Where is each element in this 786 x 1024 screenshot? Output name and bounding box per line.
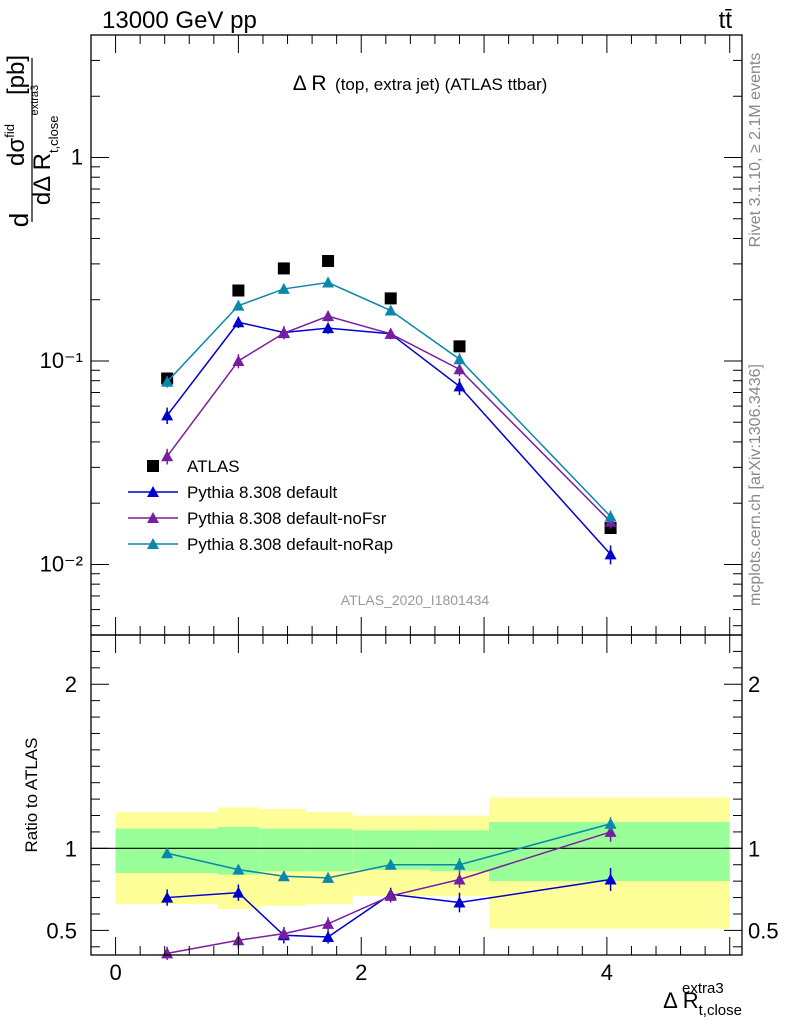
pythia-8-308-default-nofsr-point xyxy=(277,327,290,339)
legend-entry: Pythia 8.308 default xyxy=(187,483,338,502)
pythia-8-308-default-norap-ratio-point xyxy=(604,817,617,829)
ratio-ticks: 0.5 0.5 1 1 2 2 0 2 4 xyxy=(46,634,779,985)
main-series xyxy=(161,254,617,565)
pythia-8-308-default-norap-point xyxy=(322,276,335,288)
ratio-y-tick-label: 0.5 xyxy=(46,918,77,943)
y-tick-label: 1 xyxy=(71,145,83,170)
pythia-8-308-default-norap-point xyxy=(604,510,617,522)
pythia-8-308-default-point xyxy=(232,316,245,328)
pythia-8-308-default-nofsr-ratio-point xyxy=(604,825,617,837)
ratio-series xyxy=(161,817,617,960)
y-tick-label: 10⁻² xyxy=(40,551,83,576)
atlas-data-point xyxy=(384,292,397,305)
pythia-8-308-default-norap-ratio-point xyxy=(232,863,245,875)
pythia-8-308-default-norap-point xyxy=(277,282,290,294)
legend-entry: ATLAS xyxy=(187,457,240,476)
pythia-8-308-default-norap-ratio-point xyxy=(277,870,290,882)
pythia-8-308-default-nofsr-ratio-point xyxy=(453,873,466,885)
pythia-8-308-default-nofsr-point xyxy=(384,327,397,339)
x-tick-label: 0 xyxy=(109,960,121,985)
ratio-y-tick-label-right: 0.5 xyxy=(748,918,779,943)
pythia-8-308-default-norap-point xyxy=(232,299,245,311)
pythia-8-308-default-nofsr-point xyxy=(232,354,245,366)
pythia-8-308-default-norap-point xyxy=(161,375,174,387)
main-panel: 10⁻² 10⁻¹ 1 Δ R (top, extra jet) (ATLAS tt… xyxy=(2,34,743,636)
legend-marker xyxy=(147,486,159,497)
pythia-8-308-default-point xyxy=(322,322,335,334)
legend-marker xyxy=(147,512,159,523)
y-tick-label: 10⁻¹ xyxy=(40,348,83,373)
energy-label: 13000 GeV pp xyxy=(102,7,257,34)
atlas-data-point xyxy=(322,254,335,267)
ylabel-denominator: dΔ Rt,closeextra3 xyxy=(29,85,61,205)
atlas-data-point xyxy=(277,262,290,275)
pythia-8-308-default-point xyxy=(453,380,466,392)
x-axis-label: Δ Rt,closeextra3 xyxy=(663,980,742,1019)
pythia-8-308-default-ratio-point xyxy=(604,873,617,885)
ratio-band-inner xyxy=(305,828,353,872)
pythia-8-308-default-norap-ratio-point xyxy=(161,847,174,859)
pythia-8-308-default-point xyxy=(161,409,174,421)
rivet-label: Rivet 3.1.10, ≥ 2.1M events xyxy=(747,53,764,248)
ratio-y-tick-label-right: 2 xyxy=(748,672,760,697)
legend-marker-atlas xyxy=(147,460,159,472)
pythia-8-308-default-norap-ratio-point xyxy=(322,871,335,883)
pythia-8-308-default-point xyxy=(604,548,617,560)
main-ticks: 10⁻² 10⁻¹ 1 xyxy=(40,34,742,635)
process-label: tt̄ xyxy=(719,7,733,34)
ratio-y-tick-label-right: 1 xyxy=(748,836,760,861)
ratio-y-tick-label: 2 xyxy=(65,672,77,697)
ratio-y-tick-label: 1 xyxy=(65,836,77,861)
pythia-8-308-default-nofsr-point xyxy=(453,363,466,375)
pythia-8-308-default-ratio-point xyxy=(322,930,335,942)
x-tick-label: 2 xyxy=(355,960,367,985)
ratio-ylabel: Ratio to ATLAS xyxy=(22,738,41,853)
pythia-8-308-default-nofsr-ratio-point xyxy=(322,917,335,929)
pythia-8-308-default-ratio-point xyxy=(453,896,466,908)
main-title: Δ R (top, extra jet) (ATLAS ttbar) xyxy=(293,72,548,95)
atlas-data-point xyxy=(232,284,245,297)
ratio-band-inner xyxy=(259,828,306,872)
ylabel-unit: [pb] xyxy=(3,55,30,95)
ratio-panel: 0.5 0.5 1 1 2 2 0 2 4 Ratio to ATLAS Δ Rt,closee… xyxy=(22,634,779,1019)
ylabel-d: d xyxy=(4,213,34,227)
pythia-8-308-default-nofsr-point xyxy=(322,310,335,322)
main-ylabel: d dσfid dΔ Rt,closeextra3 [pb] xyxy=(2,55,61,227)
analysis-label: ATLAS_2020_I1801434 xyxy=(341,592,490,608)
mcplots-label: mcplots.cern.ch [arXiv:1306.3436] xyxy=(747,364,764,606)
pythia-8-308-default-nofsr-ratio-point xyxy=(277,927,290,939)
ratio-frame xyxy=(90,634,743,956)
pythia-8-308-default-ratio-point xyxy=(161,891,174,903)
x-tick-label: 4 xyxy=(601,960,613,985)
legend-marker xyxy=(147,538,159,549)
legend: ATLAS Pythia 8.308 default Pythia 8.308 de… xyxy=(128,457,393,554)
pythia-8-308-default-ratio-point xyxy=(232,886,245,898)
legend-entry: Pythia 8.308 default-noFsr xyxy=(187,509,387,528)
pythia-8-308-default-norap-point xyxy=(453,353,466,365)
atlas-data-point xyxy=(453,340,466,353)
pythia-8-308-default-norap-point xyxy=(384,304,397,316)
pythia-8-308-default-nofsr-point xyxy=(161,450,174,462)
legend-entry: Pythia 8.308 default-noRap xyxy=(187,535,393,554)
pythia-8-308-default-nofsr-ratio-point xyxy=(384,889,397,901)
ylabel-numerator: dσfid xyxy=(2,124,30,166)
pythia-8-308-default-norap-ratio-point xyxy=(384,858,397,870)
pythia-8-308-default-norap-ratio-point xyxy=(453,858,466,870)
